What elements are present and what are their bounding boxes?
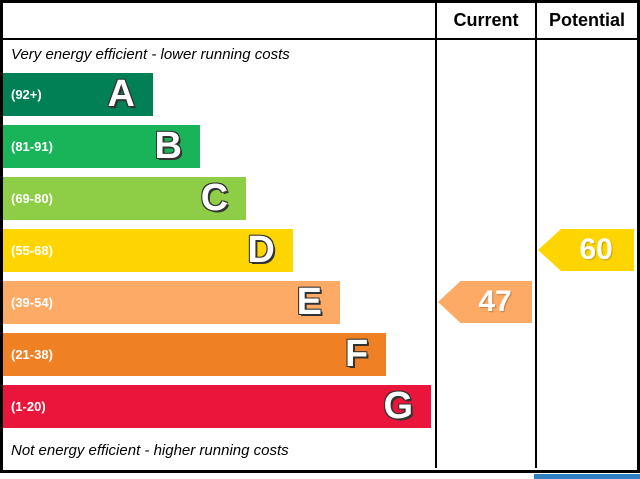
- band-f: (21-38) F: [3, 328, 435, 380]
- band-bar-c: (69-80) C: [3, 176, 247, 220]
- band-letter: A: [107, 73, 135, 115]
- band-range-label: (39-54): [11, 294, 53, 310]
- band-d: (55-68) D: [3, 224, 435, 276]
- band-bar-g: (1-20) G: [3, 384, 432, 428]
- band-bar-e: (39-54) E: [3, 280, 340, 324]
- band-c: (69-80) C: [3, 172, 435, 224]
- band-range-label: (21-38): [11, 346, 53, 362]
- band-b: (81-91) B: [3, 120, 435, 172]
- band-letter: E: [296, 281, 322, 323]
- header-potential-label: Potential: [535, 3, 637, 38]
- eu-directive-box-edge: [534, 474, 640, 479]
- band-bar-f: (21-38) F: [3, 332, 387, 376]
- band-letter: C: [200, 177, 229, 219]
- caption-top: Very energy efficient - lower running co…: [11, 45, 290, 63]
- band-range-label: (92+): [11, 86, 42, 102]
- band-bar-d: (55-68) D: [3, 228, 293, 272]
- header-row: Current Potential: [3, 3, 637, 40]
- band-letter: F: [344, 333, 369, 375]
- band-range-label: (69-80): [11, 190, 53, 206]
- potential-rating-arrow: 60: [538, 229, 634, 271]
- header-chart-spacer: [3, 3, 435, 38]
- band-e: (39-54) E: [3, 276, 435, 328]
- column-divider-current: [435, 40, 535, 468]
- band-letter: B: [154, 125, 182, 167]
- chart-body: Very energy efficient - lower running co…: [3, 40, 637, 468]
- band-letter: G: [383, 385, 414, 427]
- band-range-label: (55-68): [11, 242, 53, 258]
- band-range-label: (1-20): [11, 398, 46, 414]
- band-g: (1-20) G: [3, 380, 435, 432]
- band-letter: D: [247, 229, 275, 271]
- header-current-label: Current: [435, 3, 535, 38]
- current-rating-arrow: 47: [438, 281, 532, 323]
- band-bar-b: (81-91) B: [3, 124, 200, 168]
- band-a: (92+) A: [3, 68, 435, 120]
- caption-bottom: Not energy efficient - higher running co…: [11, 441, 289, 459]
- band-bar-a: (92+) A: [3, 72, 153, 116]
- band-range-label: (81-91): [11, 138, 53, 154]
